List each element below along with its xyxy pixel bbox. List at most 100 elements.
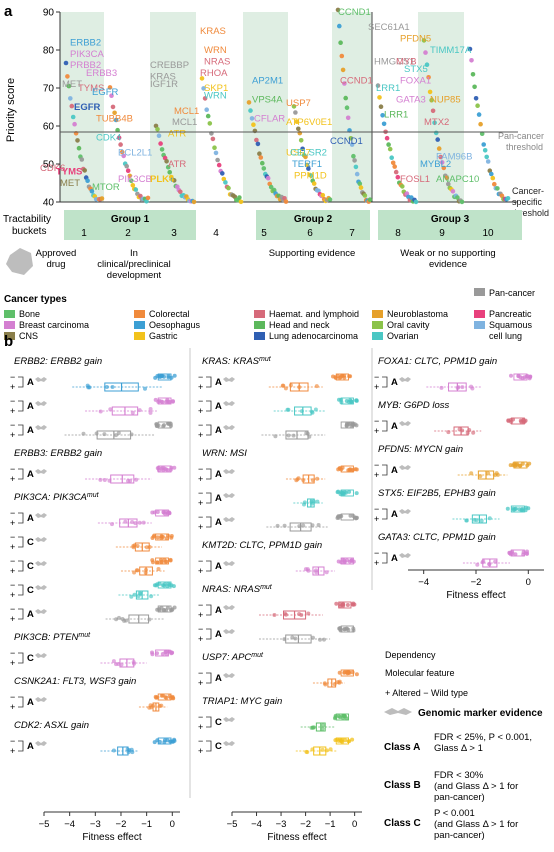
altered-sign: + (10, 382, 15, 392)
target-label: IGF1R (150, 79, 178, 90)
wt-point (337, 714, 341, 719)
wt-point (336, 489, 341, 494)
wt-point (160, 400, 165, 405)
row-bracket (206, 740, 212, 752)
altered-sign: + (10, 566, 15, 576)
target-label: TUBB4B (96, 113, 133, 124)
class-text: (and Glass Δ > 1 for (434, 819, 518, 830)
target-label: PRBB2 (70, 60, 101, 71)
group-bar (64, 210, 196, 240)
wild-type-sign: − (374, 372, 379, 382)
wt-point (349, 399, 354, 404)
alt-point (455, 386, 460, 390)
altered-sign: + (374, 470, 379, 480)
class-letter: A (391, 553, 398, 564)
target-label: USP7 (286, 98, 311, 109)
alt-point (446, 430, 451, 435)
wt-point (342, 559, 347, 564)
priority-point (300, 146, 305, 152)
altered-sign: + (10, 430, 15, 440)
bucket-description: Weak or no supporting (400, 248, 495, 259)
dna-icon (35, 425, 47, 430)
alt-point (324, 570, 329, 575)
alt-point (134, 477, 139, 482)
priority-point (353, 164, 359, 170)
dna-icon (223, 673, 235, 678)
wt-point (346, 468, 351, 473)
group-label: Group 2 (294, 214, 333, 225)
priority-point (72, 121, 77, 127)
wt-box (513, 461, 528, 469)
row-bracket (18, 584, 24, 596)
priority-point (311, 181, 317, 186)
alt-point (131, 660, 136, 664)
row-bracket (206, 672, 212, 684)
alt-point (148, 407, 153, 411)
alt-point (321, 723, 326, 728)
class-letter: A (391, 509, 398, 520)
priority-point (475, 103, 480, 108)
priority-point (444, 175, 450, 181)
altered-sign: + (198, 678, 203, 688)
alt-point (328, 747, 333, 752)
panel-title: CDK2: ASXL gain (14, 720, 89, 731)
priority-point (252, 128, 258, 134)
wt-point (345, 603, 350, 607)
wt-point (506, 418, 511, 423)
target-label: CREBBP (150, 60, 189, 71)
class-letter: C (215, 717, 222, 728)
target-label: PIK3CA (70, 49, 104, 60)
alt-point (286, 433, 291, 438)
priority-point (213, 150, 219, 156)
priority-point (362, 193, 368, 198)
bucket-number: 4 (213, 228, 219, 239)
wt-point (152, 510, 157, 515)
bucket-description: clinical/preclinical (97, 259, 170, 270)
priority-point (296, 126, 301, 132)
wt-box (157, 605, 172, 613)
wt-point (337, 670, 342, 675)
target-label: EGFR (74, 102, 101, 113)
priority-point (159, 147, 165, 152)
class-letter: A (27, 697, 34, 708)
alt-point (465, 430, 470, 435)
wt-point (150, 652, 155, 657)
altered-sign: + (10, 474, 15, 484)
alt-point (320, 747, 325, 752)
altered-sign: + (374, 558, 379, 568)
wt-box (340, 489, 354, 497)
priority-point (450, 189, 456, 194)
alt-point (284, 612, 288, 617)
priority-point (427, 89, 433, 95)
priority-point (423, 50, 428, 55)
y-tick-label: 40 (43, 198, 55, 209)
wild-type-sign: − (198, 420, 203, 430)
priority-point (118, 142, 123, 147)
group-label: Group 3 (431, 214, 470, 225)
legend-swatch (134, 332, 145, 340)
legend-entry: Ovarian (387, 331, 419, 341)
alt-point (159, 703, 164, 708)
priority-point (424, 62, 430, 67)
class-text: P < 0.001 (434, 808, 475, 819)
wt-point (161, 608, 166, 613)
priority-point (467, 46, 473, 52)
wt-point (334, 601, 339, 606)
tractability-label: Tractability buckets (3, 214, 51, 237)
wild-type-sign: − (198, 488, 203, 498)
altered-sign: + (10, 590, 15, 600)
wt-point (340, 715, 345, 720)
target-label: TERF1 (292, 159, 322, 170)
panel-title: STX5: EIF2B5, EPHB3 gain (378, 488, 496, 499)
altered-sign: + (198, 610, 203, 620)
priority-point (489, 171, 494, 177)
priority-point (495, 186, 500, 191)
priority-point (210, 136, 216, 142)
wild-type-sign: − (10, 420, 15, 430)
wt-point (164, 695, 169, 700)
alt-point (288, 383, 293, 388)
priority-point (395, 174, 401, 180)
alt-point (281, 383, 286, 388)
altered-sign: + (10, 406, 15, 416)
bucket-shade (418, 12, 464, 202)
